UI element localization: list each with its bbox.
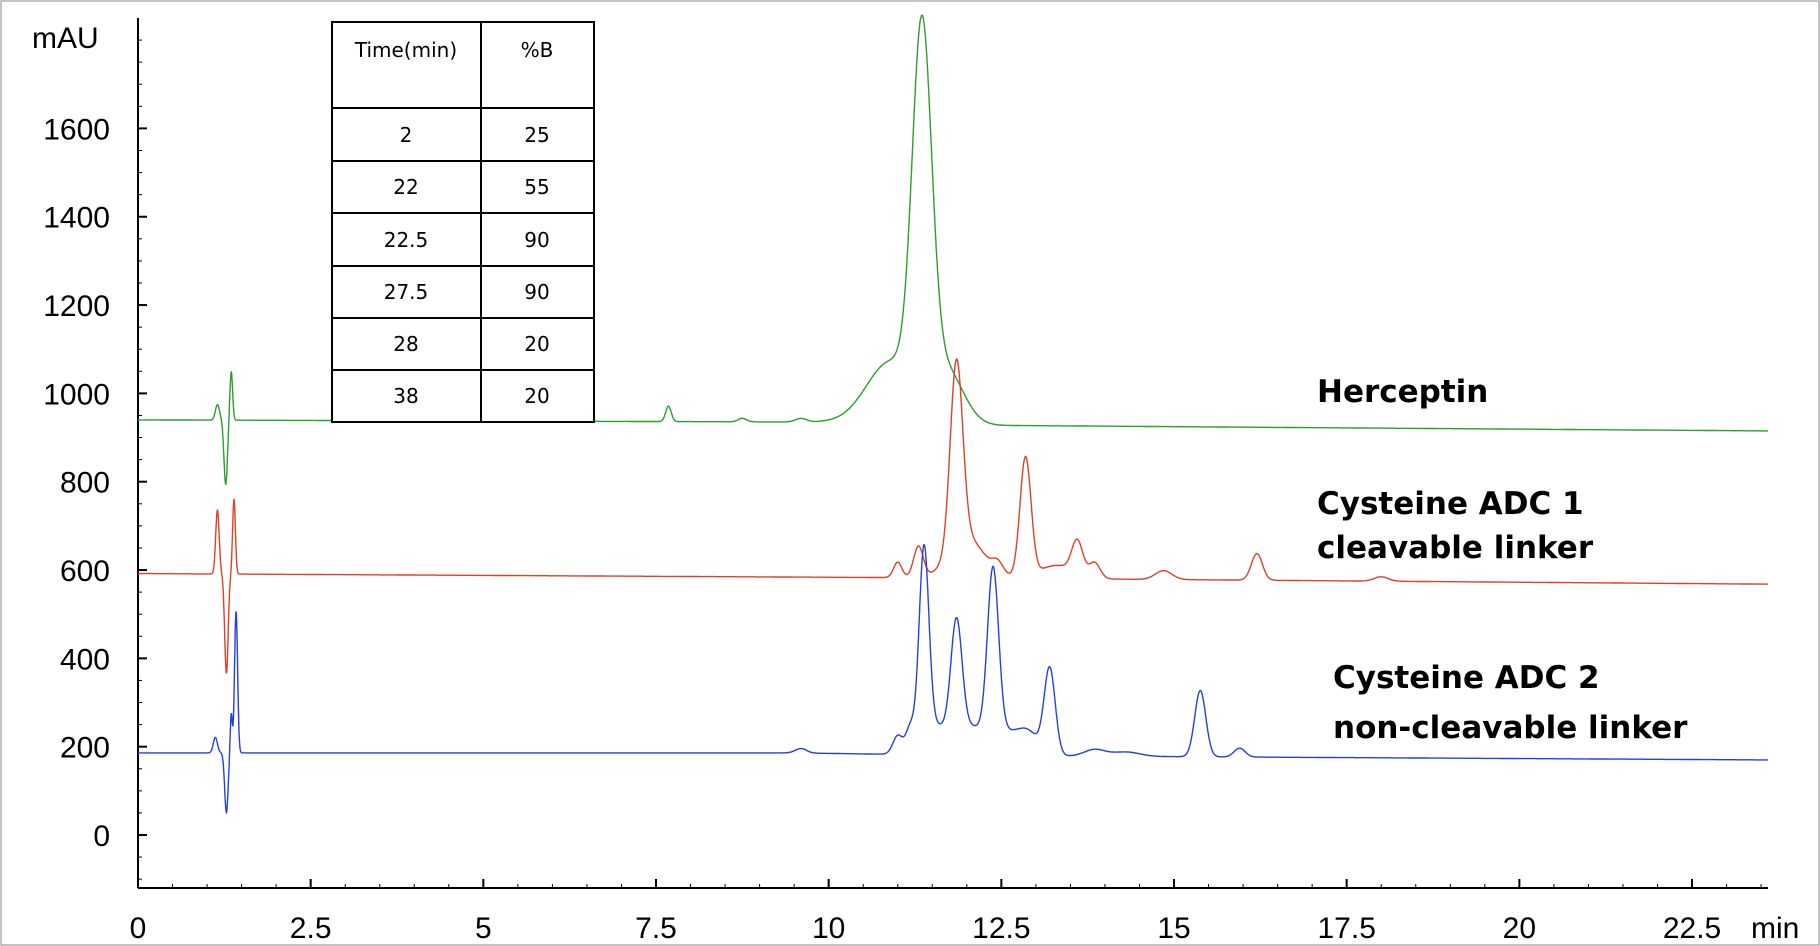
series-line-1 [138,358,1768,674]
gradient-table-cell-time: 22 [393,175,418,199]
series-label-herceptin: Herceptin [1317,374,1488,410]
gradient-table-cell-percent-b: 55 [524,175,549,199]
gradient-table-cell-percent-b: 20 [524,384,549,408]
x-axis-unit-label: min [1751,912,1799,945]
x-tick-label: 0 [130,912,147,945]
y-tick-label: 1000 [43,378,110,411]
x-tick-label: 5 [475,912,492,945]
y-tick-label: 400 [60,643,110,676]
y-tick-label: 200 [60,732,110,765]
gradient-table-cell-time: 28 [393,332,418,356]
x-tick-label: 7.5 [635,912,677,945]
gradient-table: Time(min) %B 2 25 22 55 22.5 90 27.5 90 … [331,21,595,423]
series-label-adc1-line2: cleavable linker [1317,530,1594,566]
gradient-table-border [331,21,595,423]
axes: 0 200 400 600 800 1000 1200 1400 1600 0 2.5 5 7.5 10 1… [43,18,1768,945]
x-tick-label: 22.5 [1663,912,1721,945]
gradient-table-cell-time: 2 [400,123,413,147]
gradient-table-header-percent-b: %B [521,38,554,62]
gradient-table-cell-time: 22.5 [384,228,429,252]
y-axis-unit-label: mAU [32,22,99,55]
y-tick-label: 600 [60,555,110,588]
x-tick-label: 12.5 [972,912,1030,945]
x-tick-label: 15 [1157,912,1190,945]
x-tick-label: 17.5 [1317,912,1375,945]
gradient-table-header-time: Time(min) [354,38,457,62]
x-tick-label: 10 [812,912,845,945]
x-tick-label: 20 [1503,912,1536,945]
series-line-2 [138,544,1768,815]
y-tick-label: 1600 [43,113,110,146]
gradient-table-cell-percent-b: 20 [524,332,549,356]
y-tick-label: 800 [60,467,110,500]
y-tick-label: 0 [93,820,110,853]
y-tick-label: 1200 [43,290,110,323]
gradient-table-cell-percent-b: 90 [524,228,549,252]
gradient-table-cell-time: 27.5 [384,280,429,304]
series-label-adc2-line2: non-cleavable linker [1333,710,1688,746]
series-label-adc1-line1: Cysteine ADC 1 [1317,486,1584,522]
gradient-table-cell-percent-b: 90 [524,280,549,304]
y-tick-label: 1400 [43,202,110,235]
gradient-table-cell-percent-b: 25 [524,123,549,147]
gradient-table-cell-time: 38 [393,384,418,408]
x-tick-label: 2.5 [290,912,332,945]
series-label-adc2-line1: Cysteine ADC 2 [1333,660,1600,696]
